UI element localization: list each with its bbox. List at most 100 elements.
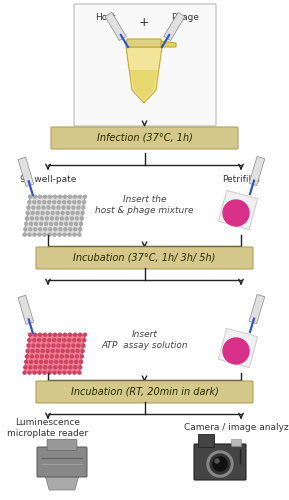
Circle shape	[68, 333, 71, 336]
Circle shape	[66, 212, 69, 214]
Circle shape	[210, 454, 230, 474]
Circle shape	[35, 217, 38, 220]
Text: Incubation (37°C, 1h/ 3h/ 5h): Incubation (37°C, 1h/ 3h/ 5h)	[73, 253, 216, 263]
Circle shape	[50, 217, 53, 220]
Text: Camera / image analyzer: Camera / image analyzer	[184, 424, 289, 432]
Circle shape	[79, 228, 82, 231]
Circle shape	[27, 344, 30, 347]
Text: Incubation (RT, 20min in dark): Incubation (RT, 20min in dark)	[71, 387, 218, 397]
Circle shape	[43, 233, 46, 236]
Circle shape	[68, 195, 71, 198]
Circle shape	[223, 338, 249, 364]
Circle shape	[71, 350, 74, 352]
Circle shape	[56, 212, 59, 214]
Circle shape	[34, 195, 36, 198]
Circle shape	[38, 195, 42, 198]
Circle shape	[72, 206, 75, 209]
Circle shape	[29, 195, 32, 198]
Circle shape	[47, 344, 50, 347]
Circle shape	[44, 228, 47, 231]
Circle shape	[64, 228, 67, 231]
Circle shape	[64, 360, 68, 364]
Circle shape	[52, 344, 55, 347]
Circle shape	[39, 366, 42, 369]
Circle shape	[45, 360, 48, 364]
FancyBboxPatch shape	[36, 247, 253, 269]
Polygon shape	[249, 156, 265, 186]
Circle shape	[35, 360, 38, 364]
Polygon shape	[126, 47, 162, 103]
Circle shape	[80, 217, 83, 220]
Circle shape	[67, 206, 70, 209]
Circle shape	[51, 350, 54, 352]
Circle shape	[28, 371, 31, 374]
Circle shape	[73, 233, 76, 236]
Circle shape	[36, 212, 39, 214]
Polygon shape	[164, 12, 185, 40]
Circle shape	[58, 195, 62, 198]
Circle shape	[70, 222, 73, 226]
Circle shape	[58, 200, 61, 203]
Circle shape	[50, 360, 53, 364]
Circle shape	[24, 366, 27, 369]
Circle shape	[75, 355, 78, 358]
Circle shape	[79, 222, 83, 226]
Polygon shape	[249, 294, 265, 324]
Circle shape	[48, 371, 51, 374]
Circle shape	[35, 222, 38, 226]
Circle shape	[70, 355, 73, 358]
Circle shape	[35, 355, 38, 358]
Circle shape	[53, 338, 56, 342]
Circle shape	[31, 350, 34, 352]
Polygon shape	[25, 334, 85, 372]
Polygon shape	[218, 190, 257, 230]
Circle shape	[73, 371, 76, 374]
Circle shape	[28, 200, 31, 203]
Circle shape	[65, 217, 68, 220]
Circle shape	[48, 338, 51, 342]
Circle shape	[29, 333, 32, 336]
Circle shape	[67, 344, 70, 347]
Circle shape	[53, 371, 56, 374]
Circle shape	[24, 228, 27, 231]
Circle shape	[32, 344, 35, 347]
Circle shape	[82, 344, 85, 347]
Circle shape	[60, 360, 63, 364]
Circle shape	[38, 233, 41, 236]
Circle shape	[71, 212, 74, 214]
Circle shape	[79, 195, 81, 198]
Circle shape	[23, 233, 26, 236]
Circle shape	[58, 233, 61, 236]
Circle shape	[77, 206, 80, 209]
Circle shape	[38, 371, 41, 374]
Circle shape	[41, 350, 44, 352]
Circle shape	[44, 195, 47, 198]
Circle shape	[36, 350, 39, 352]
Circle shape	[43, 338, 46, 342]
Circle shape	[66, 350, 69, 352]
Circle shape	[45, 222, 48, 226]
Circle shape	[62, 344, 65, 347]
Circle shape	[34, 366, 37, 369]
Circle shape	[78, 338, 81, 342]
Circle shape	[33, 200, 36, 203]
FancyBboxPatch shape	[74, 4, 216, 126]
Circle shape	[29, 366, 32, 369]
Circle shape	[58, 333, 62, 336]
Circle shape	[30, 355, 33, 358]
Circle shape	[33, 371, 36, 374]
Circle shape	[47, 206, 50, 209]
Circle shape	[42, 344, 45, 347]
FancyBboxPatch shape	[199, 434, 214, 448]
Circle shape	[43, 371, 46, 374]
Circle shape	[55, 222, 58, 226]
Circle shape	[81, 212, 84, 214]
Circle shape	[40, 222, 42, 226]
Circle shape	[83, 200, 86, 203]
Circle shape	[44, 366, 47, 369]
Circle shape	[61, 212, 64, 214]
Circle shape	[39, 228, 42, 231]
Circle shape	[45, 217, 48, 220]
Circle shape	[38, 338, 41, 342]
Circle shape	[48, 200, 51, 203]
